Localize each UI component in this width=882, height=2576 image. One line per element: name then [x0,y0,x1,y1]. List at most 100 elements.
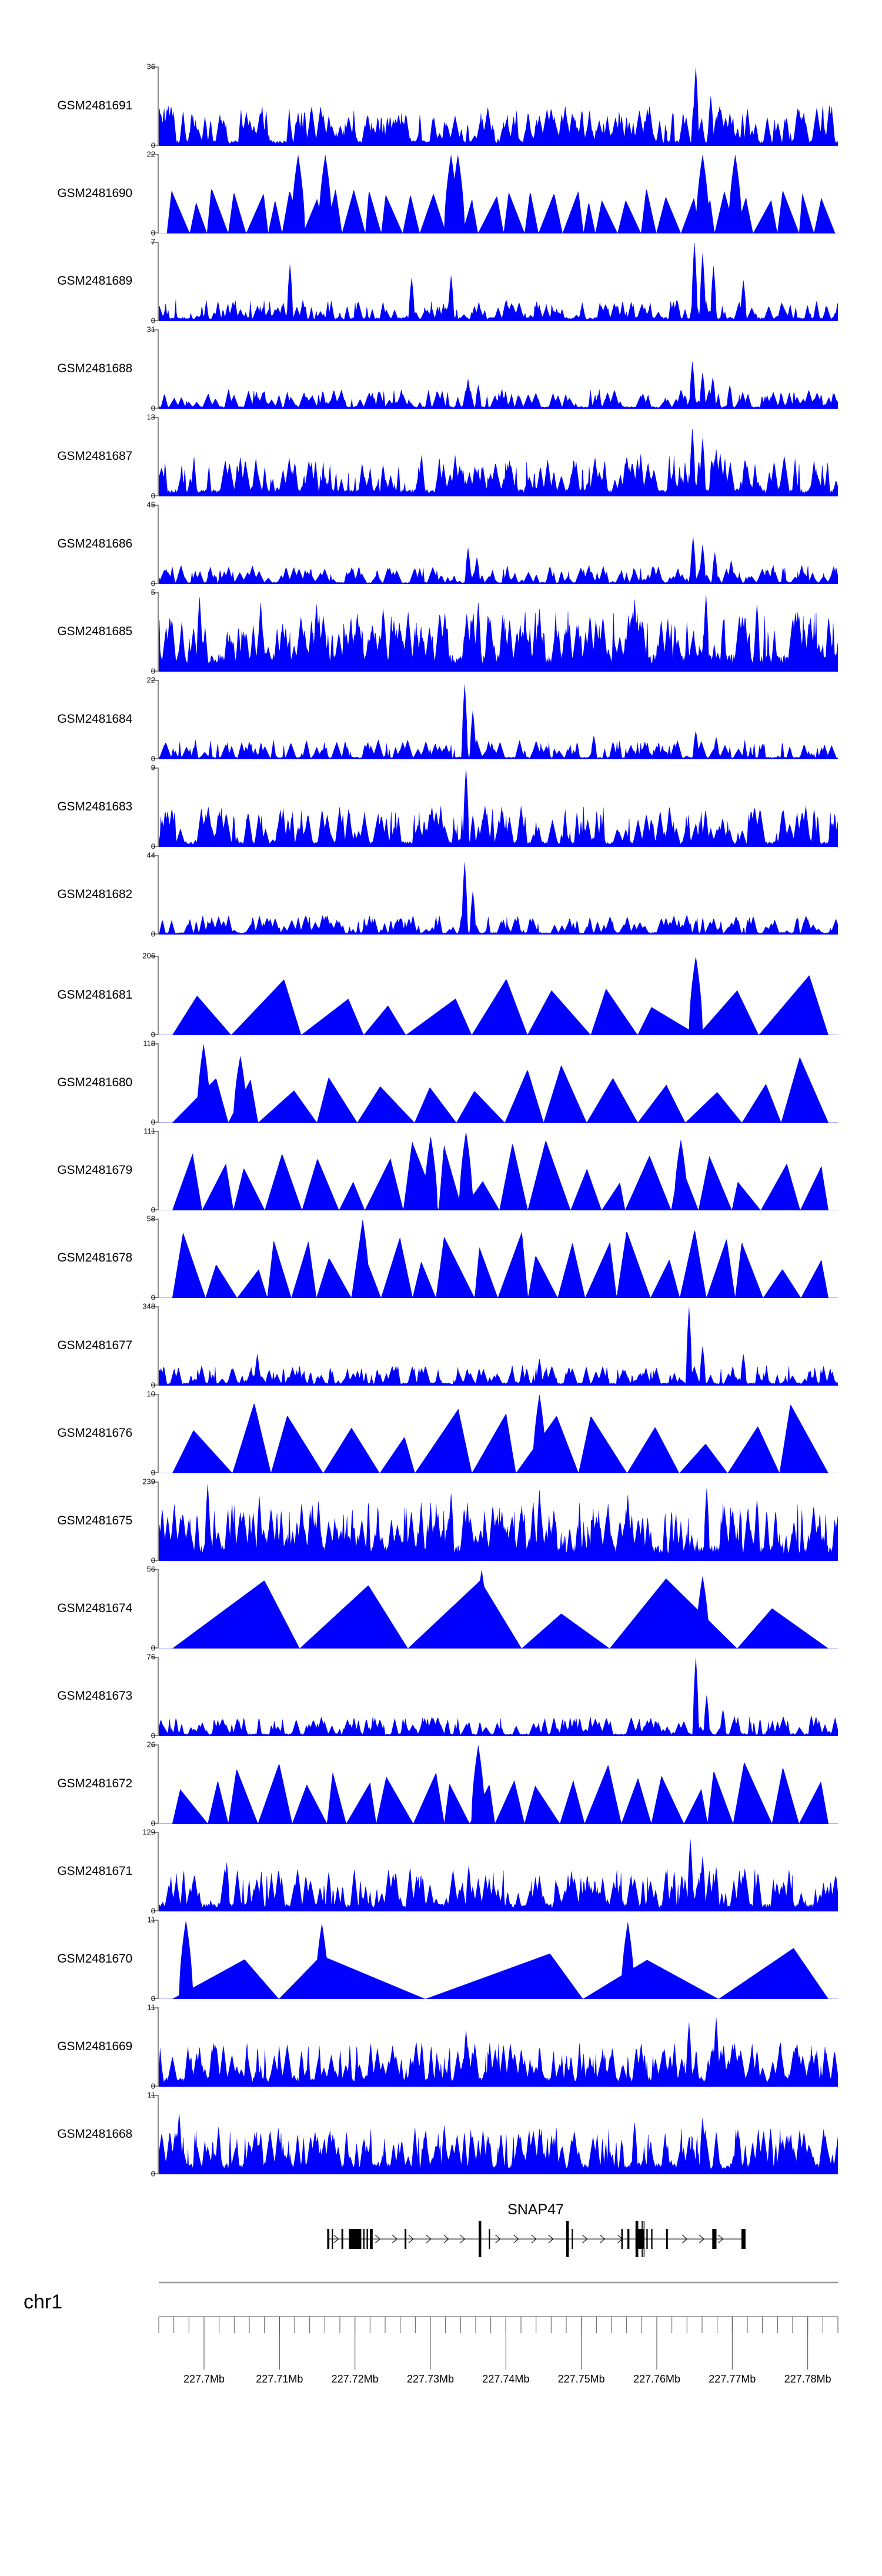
y-axis-top-tick [151,505,159,506]
y-axis-max-label: 9 [151,763,155,772]
y-axis-bottom-tick [151,933,159,935]
track-signal-plot[interactable] [159,417,838,496]
gene-label: SNAP47 [507,2201,564,2218]
track-row: GSM2481675 239 0 [0,1478,882,1564]
y-axis-line [158,1832,159,1911]
y-axis-top-tick [151,1920,159,1921]
y-axis-max-label: 45 [146,500,155,509]
track-label-gsm2481688: GSM2481688 [57,362,132,375]
y-axis-line [158,1219,159,1298]
y-axis-top-tick [151,1394,159,1395]
y-axis-line [158,2007,159,2087]
y-axis-top-tick [151,329,159,331]
y-axis-line [158,1920,159,1999]
y-axis-bottom-tick [151,495,159,496]
y-axis-min-label: 0 [151,2169,155,2178]
y-axis-line [158,1744,159,1824]
track-label-gsm2481677: GSM2481677 [57,1339,132,1352]
track-label-gsm2481675: GSM2481675 [57,1514,132,1527]
y-axis-bottom-tick [151,1034,159,1035]
track-signal-plot[interactable] [159,329,838,409]
y-axis-max-label: 56 [146,1564,155,1574]
y-axis-top-tick [151,1043,159,1045]
track-row: GSM2481677 348 0 [0,1303,882,1389]
y-axis-min-label: 0 [151,316,155,325]
track-label-gsm2481680: GSM2481680 [57,1076,132,1089]
track-label-gsm2481686: GSM2481686 [57,537,132,550]
track-signal-plot[interactable] [159,956,838,1035]
y-axis-bottom-tick [151,1209,159,1210]
track-signal-plot[interactable] [159,1481,838,1561]
track-row: GSM2481685 5 0 [0,588,882,675]
y-axis-min-label: 0 [151,141,155,150]
track-signal-plot[interactable] [159,1219,838,1298]
y-axis-bottom-tick [151,1823,159,1824]
chromosome-label: chr1 [24,2291,63,2313]
y-axis-bottom-tick [151,1122,159,1123]
track-label-gsm2481690: GSM2481690 [57,186,132,200]
track-signal-plot[interactable] [159,592,838,672]
track-signal-plot[interactable] [159,855,838,935]
y-axis-bottom-tick [151,232,159,233]
y-axis-line [158,768,159,847]
track-signal-plot[interactable] [159,1569,838,1649]
track-label-gsm2481673: GSM2481673 [57,1689,132,1703]
track-signal-plot[interactable] [159,1920,838,1999]
track-signal-plot[interactable] [159,1131,838,1210]
y-axis-max-label: 11 [147,2003,156,2012]
track-row: GSM2481678 58 0 [0,1215,882,1302]
track-row: GSM2481690 22 0 [0,151,882,237]
track-signal-plot[interactable] [159,1657,838,1736]
y-axis-line [158,592,159,672]
coordinate-axis-panel: chr1 227.7Mb 227.71Mb 227.72Mb 227.73Mb 227.… [0,2277,882,2576]
track-signal-plot[interactable] [159,1394,838,1473]
track-signal-plot[interactable] [159,768,838,847]
track-row: GSM2481673 76 0 [0,1653,882,1740]
axis-tick-label: 227.74Mb [482,2373,530,2385]
y-axis-bottom-tick [151,1560,159,1561]
y-axis-min-label: 0 [151,929,155,939]
y-axis-top-tick [151,1744,159,1746]
track-signal-plot[interactable] [159,1043,838,1123]
y-axis-max-label: 76 [146,1652,155,1661]
track-label-gsm2481668: GSM2481668 [57,2127,132,2141]
y-axis-bottom-tick [151,1384,159,1386]
y-axis-top-tick [151,2007,159,2008]
track-signal-plot[interactable] [159,154,838,233]
y-axis-top-tick [151,66,159,68]
track-signal-plot[interactable] [159,66,838,146]
y-axis-top-tick [151,2095,159,2096]
y-axis-top-tick [151,417,159,418]
axis-tick-label: 227.78Mb [784,2373,831,2385]
track-label-gsm2481671: GSM2481671 [57,1864,132,1878]
track-signal-plot[interactable] [159,1832,838,1911]
y-axis-bottom-tick [151,1910,159,1911]
track-label-gsm2481669: GSM2481669 [57,2040,132,2053]
y-axis-line [158,1481,159,1561]
track-signal-plot[interactable] [159,505,838,584]
track-signal-plot[interactable] [159,680,838,759]
y-axis-max-label: 5 [151,588,155,597]
y-axis-line [158,1657,159,1736]
y-axis-min-label: 0 [151,1030,155,1039]
track-row: GSM2481679 111 0 [0,1127,882,1214]
y-axis-max-label: 10 [146,1389,155,1399]
y-axis-bottom-tick [151,2086,159,2087]
y-axis-max-label: 111 [143,1126,155,1136]
y-axis-top-tick [151,855,159,856]
y-axis-max-label: 7 [151,237,155,246]
track-label-gsm2481684: GSM2481684 [57,712,132,726]
track-signal-plot[interactable] [159,2095,838,2174]
track-signal-plot[interactable] [159,2007,838,2087]
axis-tick-label: 227.72Mb [331,2373,379,2385]
y-axis-max-label: 44 [146,850,155,860]
y-axis-bottom-tick [151,1297,159,1298]
track-row: GSM2481672 26 0 [0,1741,882,1827]
y-axis-max-label: 206 [142,951,155,960]
track-signal-plot[interactable] [159,242,838,321]
y-axis-min-label: 0 [151,491,155,500]
track-signal-plot[interactable] [159,1744,838,1824]
track-signal-plot[interactable] [159,1306,838,1386]
track-row: GSM2481676 10 0 [0,1390,882,1477]
axis-tick-label: 227.75Mb [557,2373,605,2385]
